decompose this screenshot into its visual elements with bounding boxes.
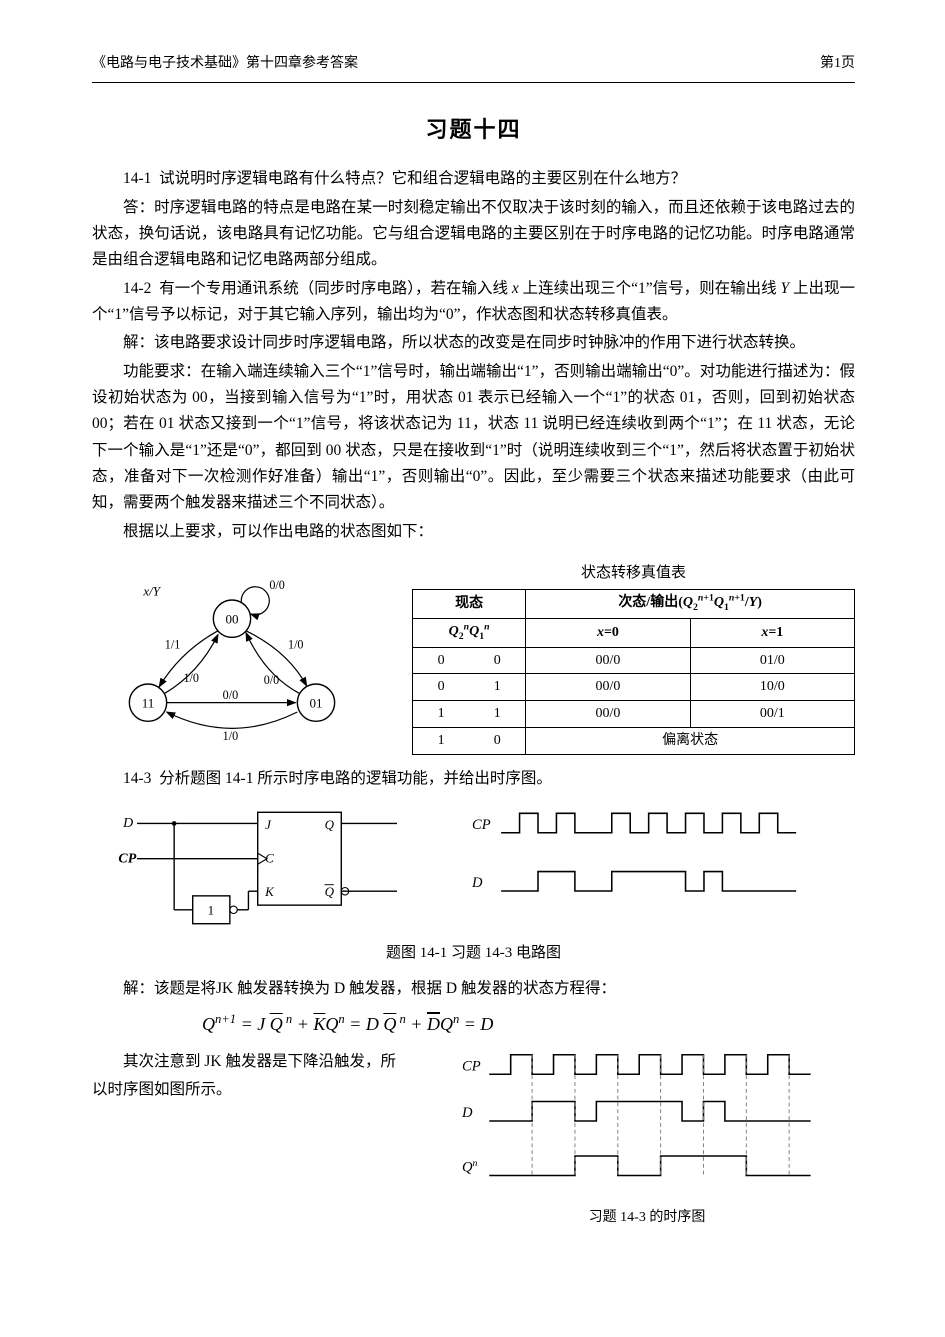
q14-2-b: 上连续出现三个“1”信号，则在输出线 bbox=[519, 280, 781, 297]
page-title: 习题十四 bbox=[92, 111, 855, 148]
t2-l1: D bbox=[462, 1105, 473, 1121]
timing1-svg: CP D bbox=[472, 803, 802, 911]
running-header: 《电路与电子技术基础》第十四章参考答案 第1页 bbox=[92, 52, 855, 83]
q14-2: 14-2 有一个专用通讯系统（同步时序电路），若在输入线 x 上连续出现三个“1… bbox=[92, 276, 855, 329]
lbl-Q: Q bbox=[325, 817, 335, 832]
lbl-J: J bbox=[265, 817, 272, 832]
page: 《电路与电子技术基础》第十四章参考答案 第1页 习题十四 14-1 试说明时序逻… bbox=[0, 0, 945, 1337]
header-left: 《电路与电子技术基础》第十四章参考答案 bbox=[92, 52, 358, 76]
node-01: 01 bbox=[309, 695, 322, 710]
a14-3-p2b: 以时序图如图所示。 bbox=[92, 1077, 432, 1103]
edge-lbl-0: 0/0 bbox=[269, 578, 285, 592]
xy-label: x/Y bbox=[142, 583, 161, 598]
table-row: 1 0 偏离状态 bbox=[413, 728, 855, 755]
th-x0: x=0 bbox=[526, 618, 690, 647]
t1-cp-label: CP bbox=[472, 817, 491, 833]
a14-1: 答：时序逻辑电路的特点是电路在某一时刻稳定输出不仅取决于该时刻的输入，而且还依赖… bbox=[92, 195, 855, 274]
q14-3-text: 分析题图 14-1 所示时序电路的逻辑功能，并给出时序图。 bbox=[159, 770, 552, 787]
q14-1-text: 试说明时序逻辑电路有什么特点？它和组合逻辑电路的主要区别在什么地方？ bbox=[159, 170, 686, 187]
table-row: 1 1 00/0 00/1 bbox=[413, 701, 855, 728]
qnum-14-2: 14-2 bbox=[123, 280, 151, 297]
th-x1: x=1 bbox=[690, 618, 854, 647]
a14-2-p3: 根据以上要求，可以作出电路的状态图如下： bbox=[92, 519, 855, 545]
edge-lbl-5: 1/0 bbox=[223, 729, 239, 743]
edge-lbl-2: 1/0 bbox=[183, 671, 199, 685]
edge-lbl-6: 0/0 bbox=[223, 688, 239, 702]
q14-1: 14-1 试说明时序逻辑电路有什么特点？它和组合逻辑电路的主要区别在什么地方？ bbox=[92, 166, 855, 192]
qnum-14-3: 14-3 bbox=[123, 770, 151, 787]
th-q: Q2nQ1n bbox=[413, 618, 526, 647]
state-table: 现态 次态/输出(Q2n+1Q1n+1/Y) Q2nQ1n x=0 x=1 0 … bbox=[412, 589, 855, 755]
edge-lbl-3: 1/0 bbox=[288, 638, 304, 652]
a14-3-p1: 解：该题是将JK 触发器转换为 D 触发器，根据 D 触发器的状态方程得： bbox=[92, 976, 855, 1002]
node-11: 11 bbox=[142, 695, 155, 710]
circuit-svg: J C K Q Q 1 D CP bbox=[112, 803, 422, 933]
q14-2-a: 有一个专用通讯系统（同步时序电路），若在输入线 bbox=[159, 280, 512, 297]
state-table-wrap: 状态转移真值表 现态 次态/输出(Q2n+1Q1n+1/Y) Q2nQ1n x=… bbox=[412, 561, 855, 755]
in-CP: CP bbox=[118, 851, 136, 866]
timing2-caption: 习题 14-3 的时序图 bbox=[462, 1206, 832, 1230]
timing2-svg: CP D Qn bbox=[462, 1045, 832, 1195]
t2-l0: CP bbox=[462, 1058, 481, 1074]
edge-lbl-1: 1/1 bbox=[165, 638, 180, 652]
t1-d-label: D bbox=[472, 875, 483, 891]
t1-cp-wave bbox=[501, 813, 796, 832]
deviant-cell: 偏离状态 bbox=[526, 728, 855, 755]
th-next: 次态/输出(Q2n+1Q1n+1/Y) bbox=[526, 589, 855, 618]
a14-2-p2: 功能要求：在输入端连续输入三个“1”信号时，输出端输出“1”，否则输出端输出“0… bbox=[92, 359, 855, 517]
a14-2-p1: 解：该电路要求设计同步时序逻辑电路，所以状态的改变是在同步时钟脉冲的作用下进行状… bbox=[92, 330, 855, 356]
node-00: 00 bbox=[225, 611, 239, 626]
q14-3: 14-3 分析题图 14-1 所示时序电路的逻辑功能，并给出时序图。 bbox=[92, 766, 855, 792]
equation: Qn+1 = J Q n + KQn = D Q n + DQn = D bbox=[202, 1009, 855, 1040]
header-right: 第1页 bbox=[820, 52, 855, 76]
lbl-Qb: Q bbox=[325, 884, 335, 899]
t2-d-wave bbox=[489, 1102, 810, 1121]
t2-q-wave bbox=[489, 1156, 810, 1175]
edge-lbl-4: 0/0 bbox=[264, 673, 280, 687]
th-current: 现态 bbox=[413, 589, 526, 618]
t2-cp-wave bbox=[489, 1055, 810, 1074]
table-row: 0 0 00/0 01/0 bbox=[413, 647, 855, 674]
state-table-title: 状态转移真值表 bbox=[412, 561, 855, 587]
state-diagram: 00 11 01 x/Y 0/0 bbox=[92, 561, 372, 760]
circuit-caption: 题图 14-1 习题 14-3 电路图 bbox=[92, 941, 855, 967]
state-diagram-svg: 00 11 01 x/Y 0/0 bbox=[92, 561, 372, 751]
in-D: D bbox=[122, 816, 133, 831]
circuit-row: J C K Q Q 1 D CP bbox=[112, 803, 855, 933]
lbl-K: K bbox=[264, 884, 275, 899]
inv-label: 1 bbox=[208, 902, 215, 917]
table-row: 0 1 00/0 10/0 bbox=[413, 674, 855, 701]
t2-l2: Qn bbox=[462, 1158, 478, 1176]
a14-3-p2a: 其次注意到 JK 触发器是下降沿触发，所 bbox=[92, 1049, 432, 1075]
state-figure-row: 00 11 01 x/Y 0/0 bbox=[92, 561, 855, 760]
qnum-14-1: 14-1 bbox=[123, 170, 151, 187]
timing-block: 其次注意到 JK 触发器是下降沿触发，所 以时序图如图所示。 CP D Qn 习… bbox=[92, 1045, 855, 1230]
timing2-wrap: CP D Qn 习题 14-3 的时序图 bbox=[462, 1045, 832, 1230]
t1-d-wave bbox=[501, 871, 796, 890]
